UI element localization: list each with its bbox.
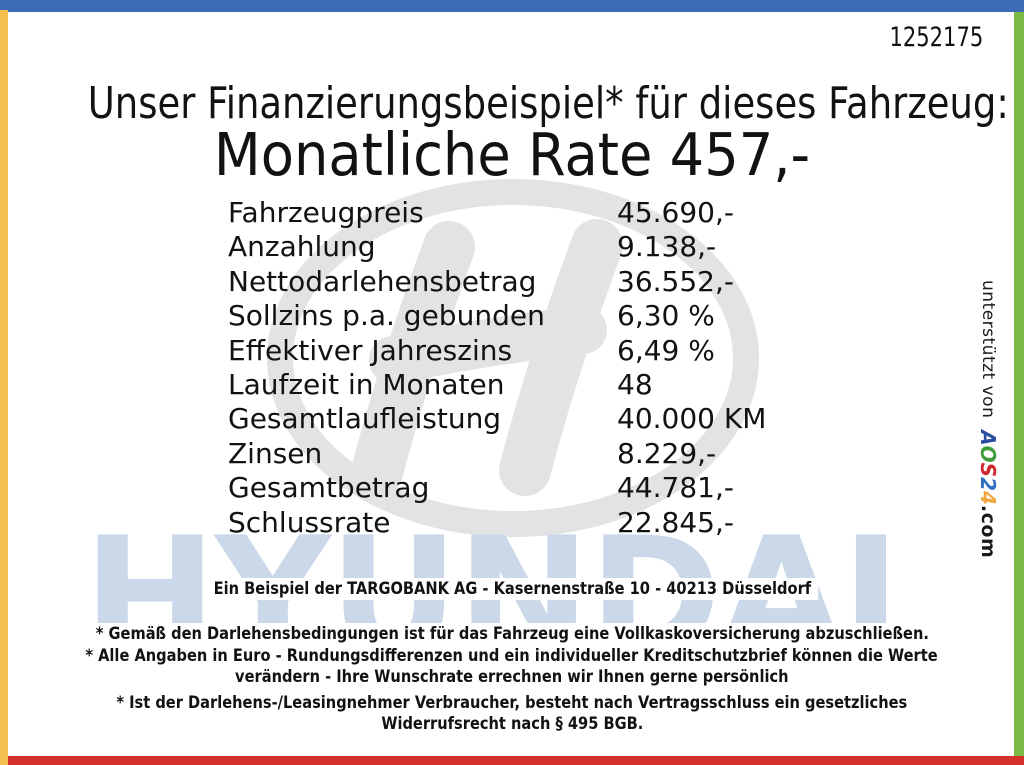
row-value: 48 — [617, 367, 653, 401]
brand-letter: 2 — [976, 477, 1000, 491]
row-label: Effektiver Jahreszins — [228, 333, 513, 367]
hyundai-h-logo-watermark-icon — [253, 172, 773, 544]
aos24-brand: AOS24 — [976, 430, 1000, 505]
table-row: Zinsen 8.229,- — [228, 437, 828, 471]
row-label: Anzahlung — [228, 230, 376, 264]
row-value: 6,30 % — [617, 299, 715, 333]
row-label: Fahrzeugpreis — [228, 196, 424, 229]
row-value: 6,49 % — [617, 333, 715, 367]
table-row: Schlussrate 22.845,- — [228, 506, 828, 540]
row-label: Laufzeit in Monaten — [228, 367, 505, 401]
row-value: 44.781,- — [617, 471, 734, 505]
frame-right-bar — [1014, 12, 1024, 757]
brand-suffix: .com — [977, 504, 999, 559]
supported-by-credit: unterstützt von AOS24.com — [976, 280, 1000, 558]
row-value: 40.000 KM — [617, 402, 767, 436]
brand-letter: 4 — [976, 491, 1000, 505]
frame-left-bar — [0, 10, 8, 765]
row-value: 9.138,- — [617, 230, 717, 264]
bank-example-line: Ein Beispiel der TARGOBANK AG - Kasernen… — [0, 578, 1024, 600]
row-label: Gesamtbetrag — [228, 471, 430, 505]
row-label: Gesamtlaufleistung — [228, 402, 502, 436]
table-row: Gesamtbetrag 44.781,- — [228, 471, 828, 505]
table-row: Laufzeit in Monaten 48 — [228, 368, 828, 402]
finance-table: Fahrzeugpreis 45.690,- Anzahlung 9.138,-… — [228, 196, 828, 540]
monthly-rate-title: Monatliche Rate 457,- — [213, 120, 811, 189]
row-value: 8.229,- — [617, 436, 717, 470]
footnote-insurance: * Gemäß den Darlehensbedingungen ist für… — [0, 623, 1024, 645]
frame-bottom-bar — [8, 756, 1024, 765]
footnote-euro-line1: * Alle Angaben in Euro - Rundungsdiffere… — [0, 645, 1024, 667]
table-row: Fahrzeugpreis 45.690,- — [228, 196, 828, 230]
row-value: 22.845,- — [617, 505, 734, 539]
table-row: Gesamtlaufleistung 40.000 KM — [228, 402, 828, 436]
row-value: 45.690,- — [617, 196, 734, 229]
row-value: 36.552,- — [617, 264, 734, 298]
doc-number: 1252175 — [889, 22, 983, 53]
table-row: Nettodarlehensbetrag 36.552,- — [228, 265, 828, 299]
supported-by-text: unterstützt von — [978, 280, 998, 419]
row-label: Sollzins p.a. gebunden — [228, 299, 545, 333]
page-title: Unser Finanzierungsbeispiel* für dieses … — [87, 78, 1009, 129]
frame-top-bar — [0, 0, 1024, 12]
brand-letter: A — [976, 430, 1000, 446]
table-row: Effektiver Jahreszins 6,49 % — [228, 334, 828, 368]
row-label: Schlussrate — [228, 505, 391, 539]
row-label: Nettodarlehensbetrag — [228, 264, 537, 298]
row-label: Zinsen — [228, 436, 323, 470]
footnote-withdrawal-line2: Widerrufsrecht nach § 495 BGB. — [0, 713, 1024, 735]
footnote-euro-line2: verändern - Ihre Wunschrate errechnen wi… — [0, 666, 1024, 688]
footnote-withdrawal-line1: * Ist der Darlehens-/Leasingnehmer Verbr… — [0, 692, 1024, 714]
table-row: Sollzins p.a. gebunden 6,30 % — [228, 299, 828, 333]
brand-letter: O — [976, 445, 1000, 463]
brand-letter: S — [976, 462, 1000, 478]
table-row: Anzahlung 9.138,- — [228, 230, 828, 264]
